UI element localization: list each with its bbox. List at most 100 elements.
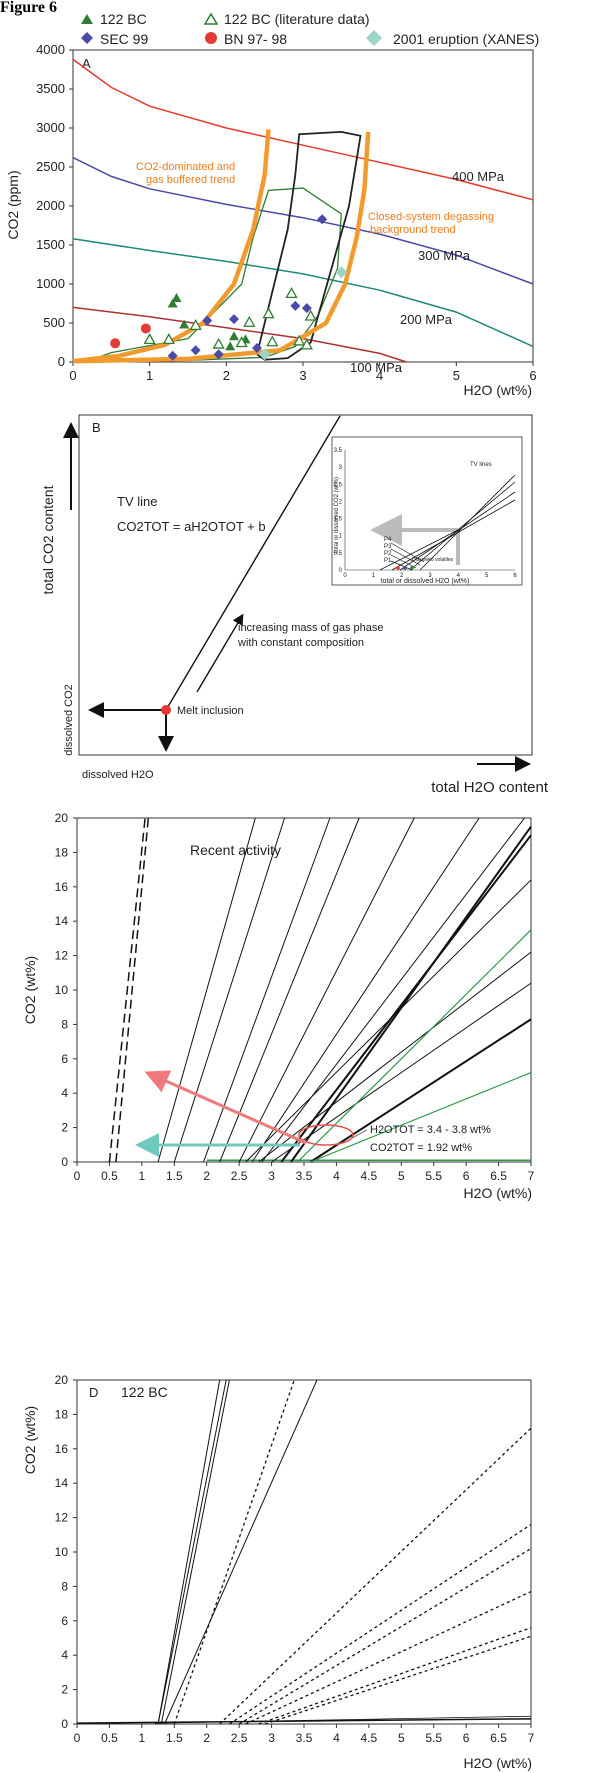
inset-y-tick-label: 3 [339,465,343,471]
tv-line [157,1379,227,1725]
inset-dot [410,566,414,570]
x-tick-label: 2 [223,368,230,383]
annotation-closed-1: Closed-system degassing [368,211,494,223]
y-tick-label: 20 [55,1373,69,1387]
x-tick-label: 3.5 [296,1169,313,1183]
tv-line [173,817,286,1163]
panel-d-xlabel: H2O (wt%) [464,1755,532,1771]
panel-a-letter: A [82,56,91,71]
trend-line-orange [72,131,371,364]
point-122bc-lit [285,287,298,299]
y-tick-label: 1500 [36,237,65,252]
inset-y-tick-label: 1.5 [334,517,343,523]
inset-tv-line [409,481,516,571]
point-122bc-lit [212,337,225,349]
tv-line [297,929,532,1163]
point-122bc [225,341,236,351]
tv-line [229,1523,532,1725]
panel-a-ylabel: CO2 (ppm) [5,170,21,239]
y-tick-label: 16 [55,880,69,894]
panel-d-frame [76,1379,532,1725]
legend-marker-bn9798 [205,32,217,44]
trend-line-orange [72,129,271,364]
y-tick-label: 500 [43,315,65,330]
legend-marker-sec99 [81,32,93,44]
x-tick-label: 1.5 [166,1169,183,1183]
point-122bc-lit [300,338,313,350]
inset-dissolved-label: Dissolved volatiles [412,557,454,563]
x-tick-label: 6 [463,1731,470,1745]
y-tick-label: 20 [55,811,69,825]
y-tick-label: 16 [55,1442,69,1456]
y-tick-label: 14 [55,914,69,928]
annotation-h2o-tot: H2OTOT = 3.4 - 3.8 wt% [370,1124,491,1136]
panel-d-title: 122 BC [121,1384,168,1400]
y-tick-label: 4 [61,1648,68,1662]
y-tick-label: 2 [61,1121,68,1135]
inset-tv-line [379,529,459,571]
x-tick-label: 1.5 [166,1731,183,1745]
tv-line [251,817,480,1163]
inset-tv-line [399,491,516,571]
tv-line [264,1635,532,1725]
x-tick-label: 0.5 [101,1731,118,1745]
y-tick-label: 12 [55,949,69,963]
x-tick-label: 6.5 [490,1169,507,1183]
x-tick-label: 0.5 [101,1169,118,1183]
y-tick-label: 18 [55,1407,69,1421]
inset-frame [331,436,523,586]
panel-b-ylabel-total: total CO2 content [40,485,56,594]
annotation-300mpa: 300 MPa [418,248,471,263]
panel-b-ylabel-dissolved: dissolved CO2 [63,684,75,756]
x-tick-label: 0 [69,368,76,383]
panel-b: B total CO2 content dissolved CO2 dissol… [40,414,549,796]
y-tick-label: 6 [61,1614,68,1628]
tv-line [160,1379,230,1725]
legend-marker-xanes [366,30,382,46]
figure-label: Figure 6 [0,0,57,16]
highlight-ellipse [298,1124,354,1146]
red-arrow [144,1070,307,1145]
inset-p3-label: P3 [384,544,392,550]
x-tick-label: 5 [453,368,460,383]
x-tick-label: 3 [299,368,306,383]
panel-c-frame [76,817,532,1163]
x-tick-label: 2 [203,1731,210,1745]
x-tick-label: 6 [463,1169,470,1183]
legend-label-sec99: SEC 99 [100,31,148,47]
panel-c: 0 2 4 6 8 10 12 14 16 18 20 0 0.5 1 1.5 2 2.5 3 3.5 4 4.5 5 5.… [22,811,535,1201]
y-tick-label: 2000 [36,198,65,213]
panel-d-ylabel: CO2 (wt%) [22,1406,38,1474]
x-tick-label: 5.5 [425,1731,442,1745]
y-tick-label: 14 [55,1476,69,1490]
point-122bc [171,293,182,303]
annotation-200mpa: 200 MPa [400,312,453,327]
y-tick-label: 8 [61,1017,68,1031]
y-tick-label: 8 [61,1579,68,1593]
point-bn9798 [140,323,151,334]
panel-d-letter: D [89,1385,98,1400]
point-sec99 [290,300,301,311]
y-tick-label: 0 [58,354,65,369]
panel-c-xlabel: H2O (wt%) [464,1185,532,1201]
x-tick-label: 1 [139,1169,146,1183]
isobar-line [72,306,407,363]
point-sec99 [229,314,239,325]
tv-line-label: TV line [117,494,157,509]
tv-line [219,817,360,1163]
inset-tv-line [391,499,516,571]
y-tick-label: 10 [55,1545,69,1559]
annotation-co2-trend-2: gas buffered trend [146,174,235,186]
y-tick-label: 6 [61,1052,68,1066]
inset-y-tick-label: 2 [339,499,343,505]
point-122bc-lit [235,336,248,348]
x-tick-label: 4.5 [361,1731,378,1745]
gas-phase-arrow [196,613,244,693]
y-tick-label: 12 [55,1511,69,1525]
x-tick-label: 2 [203,1169,210,1183]
point-xanes [258,348,271,361]
point-122bc-lit [304,309,317,321]
inset-x-tick-label: 6 [513,573,517,579]
y-tick-label: 1000 [36,276,65,291]
tv-line [245,1590,532,1725]
